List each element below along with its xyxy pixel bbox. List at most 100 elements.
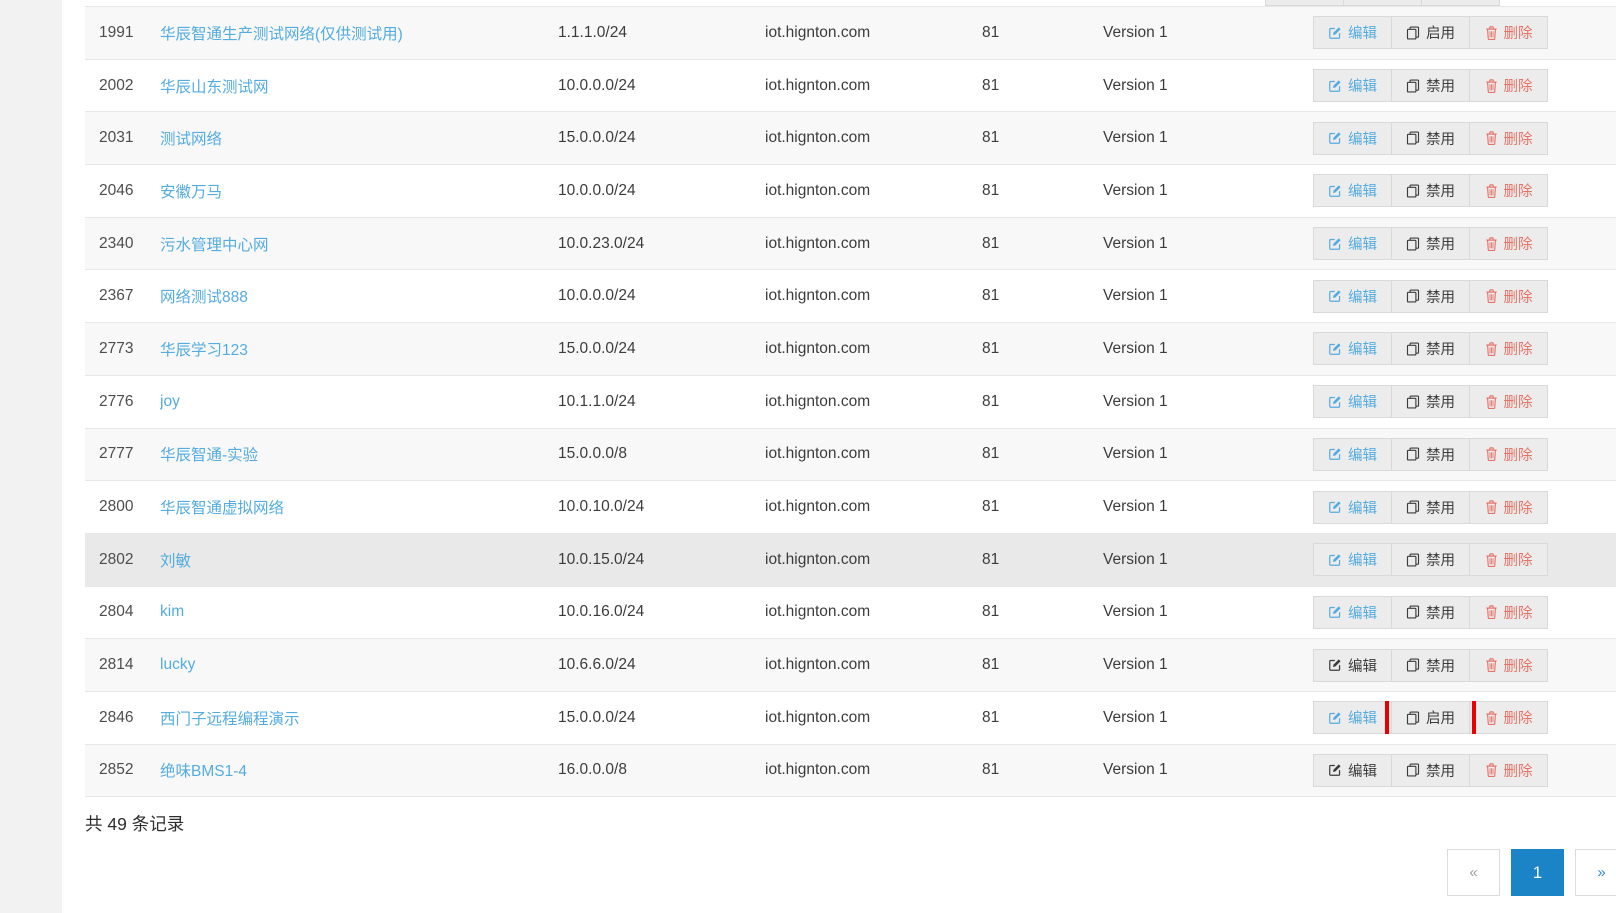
cell-network-name: 华辰智通-实验: [160, 443, 558, 465]
delete-button[interactable]: 删除: [1469, 543, 1548, 577]
delete-button[interactable]: 删除: [1469, 69, 1548, 103]
edit-button[interactable]: 编辑: [1313, 16, 1392, 50]
network-name-link[interactable]: 华辰智通-实验: [160, 447, 259, 465]
toggle-button[interactable]: 禁用: [1391, 227, 1470, 261]
trash-icon: [1485, 131, 1498, 146]
network-name-link[interactable]: 安徽万马: [160, 183, 223, 201]
edit-button[interactable]: 编辑: [1313, 648, 1392, 682]
network-name-link[interactable]: 网络测试888: [160, 289, 248, 307]
toggle-button[interactable]: 禁用: [1391, 648, 1470, 682]
toggle-button[interactable]: 禁用: [1391, 595, 1470, 629]
toggle-button[interactable]: 禁用: [1391, 332, 1470, 366]
cell-network-id: 2367: [99, 287, 134, 305]
network-name-link[interactable]: 刘敏: [160, 552, 192, 570]
toggle-button[interactable]: 禁用: [1391, 279, 1470, 313]
toggle-button[interactable]: 禁用: [1391, 121, 1470, 155]
cell-network-name: 华辰智通虚拟网络: [160, 496, 558, 518]
edit-button[interactable]: 编辑: [1313, 490, 1392, 524]
pencil-square-icon: [1328, 237, 1342, 251]
table-row: 2367 网络测试888 10.0.0.0/24 iot.hignton.com…: [85, 270, 1616, 324]
cell-network-name: 华辰学习123: [160, 338, 558, 360]
delete-button[interactable]: 删除: [1469, 595, 1548, 629]
delete-button[interactable]: 删除: [1469, 121, 1548, 155]
copy-icon: [1406, 184, 1420, 198]
toggle-button[interactable]: 禁用: [1391, 437, 1470, 471]
delete-button[interactable]: 删除: [1469, 227, 1548, 261]
cell-version: Version 1: [1103, 234, 1168, 252]
toggle-button[interactable]: 禁用: [1391, 490, 1470, 524]
cell-version: Version 1: [1103, 656, 1168, 674]
delete-button[interactable]: 删除: [1469, 490, 1548, 524]
delete-button[interactable]: 删除: [1469, 332, 1548, 366]
cell-actions: 编辑 禁用 删除: [1265, 69, 1616, 103]
pencil-square-icon: [1328, 605, 1342, 619]
cell-domain: iot.hignton.com: [765, 76, 871, 94]
cell-version: Version 1: [1103, 129, 1168, 147]
delete-button[interactable]: 删除: [1469, 279, 1548, 313]
cell-domain: iot.hignton.com: [765, 234, 871, 252]
edit-button[interactable]: 编辑: [1313, 332, 1392, 366]
next-page-button[interactable]: »: [1575, 849, 1616, 896]
network-name-link[interactable]: 华辰学习123: [160, 341, 248, 359]
network-name-link[interactable]: 污水管理中心网: [160, 236, 269, 254]
cell-domain: iot.hignton.com: [765, 287, 871, 305]
network-name-link[interactable]: 测试网络: [160, 131, 223, 149]
cell-network-id: 2852: [99, 761, 134, 779]
toggle-button[interactable]: 禁用: [1391, 385, 1470, 419]
pencil-square-icon: [1328, 289, 1342, 303]
cell-domain: iot.hignton.com: [765, 23, 871, 41]
delete-button[interactable]: 删除: [1469, 174, 1548, 208]
network-name-link[interactable]: kim: [160, 603, 185, 621]
network-name-link[interactable]: 华辰山东测试网: [160, 78, 269, 96]
network-name-link[interactable]: lucky: [160, 656, 196, 674]
cell-port: 81: [982, 23, 1000, 41]
partial-button-group[interactable]: 编辑 禁用 删除: [1265, 0, 1505, 7]
cell-cidr: 10.0.0.0/24: [558, 287, 636, 305]
cell-version: Version 1: [1103, 76, 1168, 94]
cell-network-id: 2776: [99, 392, 134, 410]
edit-button[interactable]: 编辑: [1313, 385, 1392, 419]
cell-port: 81: [982, 656, 1000, 674]
delete-button[interactable]: 删除: [1469, 701, 1548, 735]
page-1-button[interactable]: 1: [1511, 849, 1564, 896]
delete-button[interactable]: 删除: [1469, 648, 1548, 682]
delete-button[interactable]: 删除: [1469, 437, 1548, 471]
edit-button[interactable]: 编辑: [1313, 69, 1392, 103]
cell-network-id: 2777: [99, 445, 134, 463]
edit-button[interactable]: 编辑: [1313, 753, 1392, 787]
cell-network-name: 西门子远程编程演示: [160, 707, 558, 729]
cell-network-id: 2814: [99, 656, 134, 674]
edit-button[interactable]: 编辑: [1313, 595, 1392, 629]
cell-network-name: 绝味BMS1-4: [160, 759, 558, 781]
delete-button[interactable]: 删除: [1469, 753, 1548, 787]
delete-button[interactable]: 删除: [1469, 16, 1548, 50]
prev-page-button[interactable]: «: [1447, 849, 1500, 896]
toggle-button[interactable]: 启用: [1385, 701, 1476, 735]
toggle-button[interactable]: 启用: [1391, 16, 1470, 50]
toggle-button[interactable]: 禁用: [1391, 543, 1470, 577]
edit-button[interactable]: 编辑: [1313, 437, 1392, 471]
trash-icon: [1485, 26, 1498, 40]
edit-button[interactable]: 编辑: [1313, 121, 1392, 155]
network-name-link[interactable]: 西门子远程编程演示: [160, 710, 300, 728]
edit-button[interactable]: 编辑: [1313, 279, 1392, 313]
toggle-button[interactable]: 禁用: [1391, 174, 1470, 208]
trash-icon: [1485, 289, 1498, 304]
edit-button[interactable]: 编辑: [1313, 174, 1392, 208]
edit-button[interactable]: 编辑: [1313, 543, 1392, 577]
toggle-button[interactable]: 禁用: [1391, 753, 1470, 787]
delete-button[interactable]: 删除: [1469, 385, 1548, 419]
cell-network-name: 网络测试888: [160, 285, 558, 307]
delete-button[interactable]: 删除: [1421, 0, 1500, 6]
cell-port: 81: [982, 181, 1000, 199]
network-name-link[interactable]: 华辰智通生产测试网络(仅供测试用): [160, 25, 403, 43]
cell-version: Version 1: [1103, 445, 1168, 463]
edit-button[interactable]: 编辑: [1313, 701, 1392, 735]
toggle-button[interactable]: 禁用: [1391, 69, 1470, 103]
pencil-square-icon: [1328, 26, 1342, 40]
network-name-link[interactable]: 华辰智通虚拟网络: [160, 500, 285, 518]
edit-button[interactable]: 编辑: [1313, 227, 1392, 261]
pencil-square-icon: [1328, 395, 1342, 409]
network-name-link[interactable]: joy: [160, 392, 180, 410]
network-name-link[interactable]: 绝味BMS1-4: [160, 763, 247, 781]
